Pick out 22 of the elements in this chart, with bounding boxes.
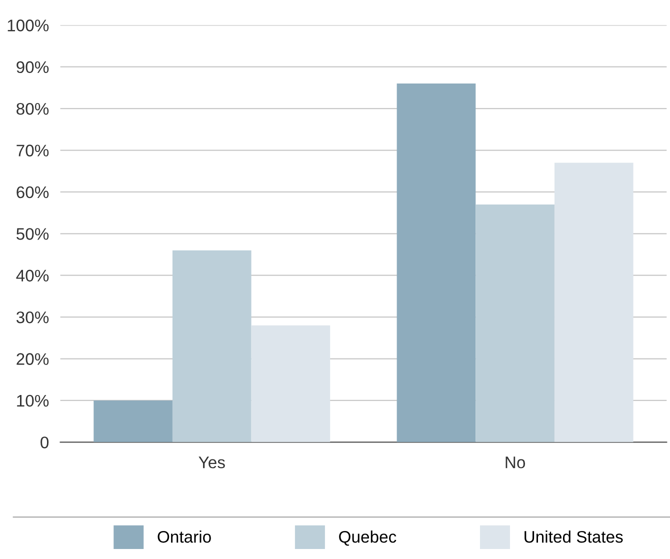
bar — [476, 204, 554, 442]
bar — [554, 162, 634, 442]
y-tick-label: 60% — [16, 186, 49, 198]
y-tick-label: 50% — [16, 228, 49, 240]
y-tick-label: 70% — [16, 144, 49, 156]
y-tick-label: 40% — [16, 270, 49, 282]
legend-label: Quebec — [339, 530, 396, 546]
x-tick-label: No — [506, 456, 526, 468]
y-tick-label: 10% — [17, 394, 49, 407]
x-tick-label: Yes — [198, 456, 225, 468]
y-tick-label: 30% — [16, 311, 49, 324]
y-tick-label: 80% — [16, 102, 49, 115]
y-tick-label: 0 — [40, 436, 49, 448]
legend-label: Ontario — [158, 530, 211, 543]
legend-label: United States — [524, 530, 623, 543]
bar — [172, 250, 252, 442]
bar — [396, 84, 476, 442]
y-tick-label: 100% — [8, 20, 49, 32]
bar — [94, 400, 172, 442]
y-tick-label: 90% — [16, 61, 49, 74]
bar — [251, 325, 330, 442]
y-tick-label: 20% — [16, 353, 49, 365]
